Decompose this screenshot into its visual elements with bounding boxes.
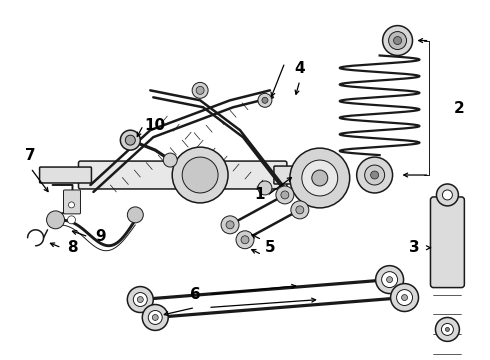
Circle shape — [221, 216, 239, 234]
Circle shape — [312, 170, 328, 186]
Circle shape — [68, 216, 75, 224]
Circle shape — [276, 186, 294, 204]
Circle shape — [441, 323, 453, 336]
Circle shape — [281, 191, 289, 199]
Circle shape — [258, 93, 272, 107]
Circle shape — [357, 157, 392, 193]
Circle shape — [296, 206, 304, 214]
Circle shape — [376, 266, 404, 293]
Circle shape — [137, 297, 143, 302]
Circle shape — [365, 165, 385, 185]
Circle shape — [262, 97, 268, 103]
Circle shape — [291, 201, 309, 219]
FancyBboxPatch shape — [274, 166, 336, 184]
FancyBboxPatch shape — [40, 167, 92, 183]
Circle shape — [127, 207, 143, 223]
Circle shape — [436, 318, 460, 341]
Text: 7: 7 — [25, 148, 36, 163]
Circle shape — [47, 211, 65, 229]
Text: 1: 1 — [255, 188, 265, 202]
Circle shape — [69, 202, 74, 208]
Text: 3: 3 — [409, 240, 420, 255]
FancyBboxPatch shape — [431, 197, 465, 288]
FancyBboxPatch shape — [78, 161, 287, 189]
Circle shape — [445, 328, 449, 332]
Circle shape — [290, 148, 350, 208]
Circle shape — [172, 147, 228, 203]
Circle shape — [192, 82, 208, 98]
Circle shape — [226, 221, 234, 229]
Circle shape — [389, 32, 407, 50]
Text: 4: 4 — [294, 61, 305, 76]
Circle shape — [396, 289, 413, 306]
FancyBboxPatch shape — [64, 190, 80, 214]
Circle shape — [133, 293, 147, 306]
Circle shape — [391, 284, 418, 311]
Circle shape — [182, 157, 218, 193]
Text: 8: 8 — [67, 240, 78, 255]
Text: 6: 6 — [190, 287, 200, 302]
Circle shape — [121, 130, 140, 150]
Circle shape — [387, 276, 392, 283]
Text: 5: 5 — [265, 240, 275, 255]
Circle shape — [163, 153, 177, 167]
Circle shape — [125, 135, 135, 145]
Circle shape — [142, 305, 168, 330]
Circle shape — [258, 181, 272, 195]
Text: 2: 2 — [454, 101, 465, 116]
Circle shape — [437, 184, 458, 206]
Circle shape — [148, 310, 162, 324]
Circle shape — [442, 190, 452, 200]
Text: 9: 9 — [95, 229, 106, 244]
Circle shape — [383, 26, 413, 55]
Circle shape — [196, 86, 204, 94]
Circle shape — [393, 37, 401, 45]
Circle shape — [401, 294, 408, 301]
Circle shape — [370, 171, 379, 179]
Circle shape — [302, 160, 338, 196]
Circle shape — [236, 231, 254, 249]
Circle shape — [152, 315, 158, 320]
Text: 10: 10 — [145, 118, 166, 133]
Circle shape — [127, 287, 153, 312]
Circle shape — [241, 236, 249, 244]
Circle shape — [382, 272, 397, 288]
